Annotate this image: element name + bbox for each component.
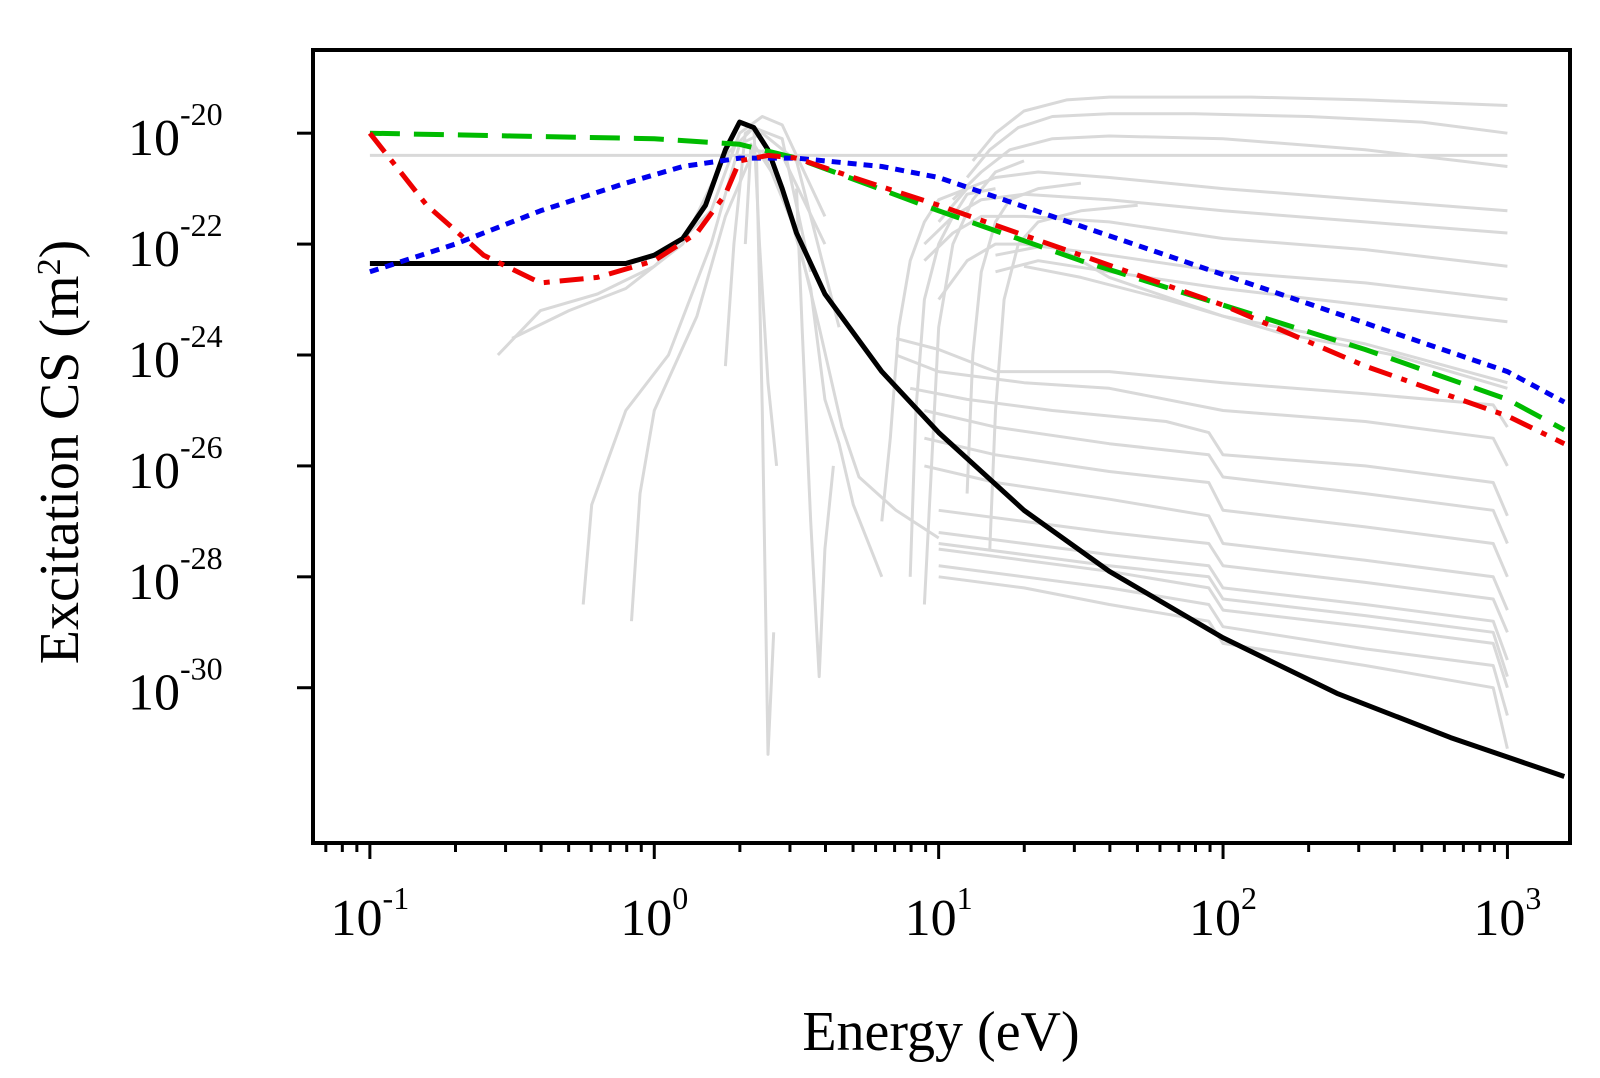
series-line-solid-black: [369, 119, 1566, 779]
x-tick-label-exponent: 0: [672, 880, 688, 916]
background-series-line-2: [511, 126, 813, 340]
highlight-series-group: [367, 119, 1566, 779]
x-axis-ticks: [324, 843, 1509, 859]
series-line-dashed-green: [369, 130, 1566, 433]
y-tick-label: 10-24: [128, 318, 223, 389]
y-axis-title-exponent: 2: [31, 258, 68, 275]
y-tick-label-base: 10: [128, 443, 180, 500]
background-series-line-7: [795, 188, 835, 679]
x-tick-label-exponent: 2: [1241, 880, 1257, 916]
x-tick-label: 101: [905, 880, 973, 947]
background-series-line-23: [995, 242, 1508, 385]
y-tick-label-base: 10: [128, 554, 180, 611]
background-series-line-17: [951, 134, 1508, 201]
x-tick-label: 10-1: [331, 880, 410, 947]
x-axis-title: Energy (eV): [802, 1001, 1079, 1063]
y-axis-title-suffix: ): [29, 240, 91, 259]
series-line-dotted-blue: [369, 155, 1566, 405]
x-tick-label-base: 10: [620, 890, 672, 947]
background-series-line-32: [938, 531, 1509, 661]
plot-frame: [311, 48, 1572, 845]
background-series-line-29: [924, 436, 1509, 578]
y-tick-label: 10-28: [128, 540, 223, 611]
x-tick-label-exponent: 3: [1525, 880, 1541, 916]
background-series-line-3: [581, 131, 841, 605]
series-line-dashdot-red: [367, 131, 1566, 446]
y-tick-label: 10-22: [128, 207, 223, 278]
y-tick-label: 10-26: [128, 429, 223, 500]
x-tick-label-base: 10: [905, 890, 957, 947]
y-tick-label-exponent: -30: [180, 651, 223, 687]
background-series-line-22: [995, 259, 1508, 324]
background-series-line-33: [938, 547, 1509, 689]
x-tick-label-base: 10: [1189, 890, 1241, 947]
background-series-line-27: [909, 386, 1509, 517]
background-series-line-24: [1023, 264, 1508, 390]
x-tick-label-exponent: -1: [383, 880, 410, 916]
y-tick-label-exponent: -24: [180, 318, 223, 354]
y-tick-label: 10-30: [128, 651, 223, 722]
background-series-line-36: [938, 542, 1509, 678]
background-series-line-30: [924, 464, 1509, 611]
background-series-line-6: [743, 142, 776, 756]
y-tick-label-exponent: -20: [180, 96, 223, 132]
background-series-line-16: [965, 112, 1508, 179]
y-tick-label-exponent: -28: [180, 540, 223, 576]
y-tick-label-base: 10: [128, 665, 180, 722]
background-series-line-10: [880, 187, 968, 522]
background-series-line-21: [937, 242, 1508, 301]
background-series-line-18: [937, 170, 1508, 223]
y-axis-title: Excitation CS (m2): [29, 240, 91, 665]
background-series-line-15: [971, 95, 1508, 162]
background-series-line-34: [938, 564, 1509, 716]
y-axis-ticks: [297, 131, 313, 690]
y-tick-label-base: 10: [128, 221, 180, 278]
x-tick-label: 103: [1473, 880, 1541, 947]
y-tick-label-base: 10: [128, 332, 180, 389]
background-series-line-12: [922, 159, 1025, 605]
background-series-line-26: [895, 353, 1509, 467]
y-tick-label-exponent: -26: [180, 429, 223, 465]
y-tick-label-base: 10: [128, 110, 180, 167]
y-axis-title-prefix: Excitation CS (m: [29, 275, 91, 664]
x-tick-label-base: 10: [331, 890, 383, 947]
background-series-line-28: [924, 409, 1509, 545]
x-tick-label-base: 10: [1473, 890, 1525, 947]
x-tick-label: 100: [620, 880, 688, 947]
x-tick-label-exponent: 1: [957, 880, 973, 916]
x-tick-label: 102: [1189, 880, 1257, 947]
y-tick-label: 10-20: [128, 96, 223, 167]
background-series-line-1: [496, 115, 827, 357]
x-axis-tick-labels: 10-1 100 101 102 103: [331, 880, 1542, 947]
y-tick-label-exponent: -22: [180, 207, 223, 243]
background-series-line-13: [965, 181, 1082, 494]
